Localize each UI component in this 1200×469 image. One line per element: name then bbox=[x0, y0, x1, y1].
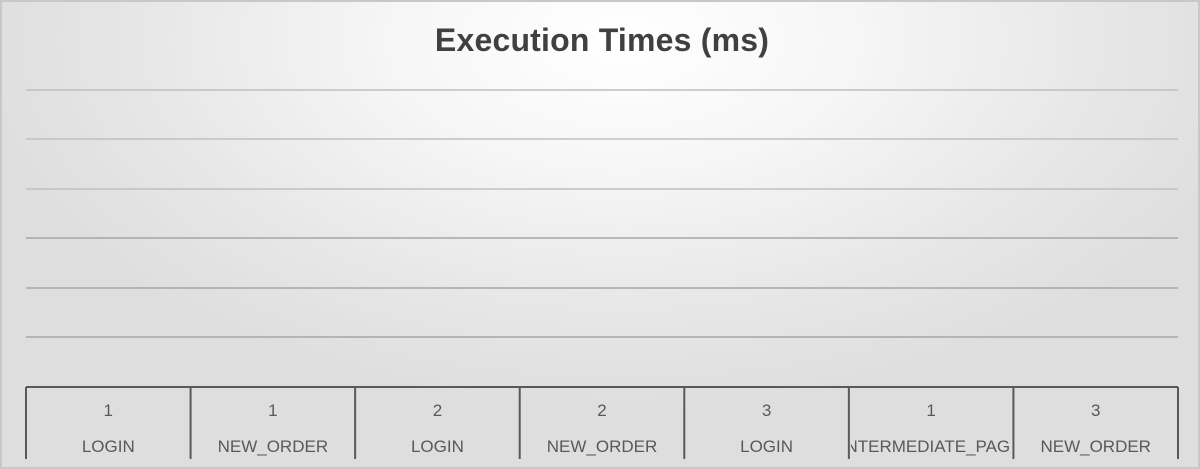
category-label-level1: 2 bbox=[433, 401, 442, 420]
gridlines bbox=[26, 89, 1178, 338]
category-axis bbox=[25, 386, 1179, 459]
category-label-level1: 3 bbox=[762, 401, 771, 420]
category-label-level1: 1 bbox=[268, 401, 277, 420]
category-label-level2: LOGIN bbox=[740, 437, 793, 456]
category-label-level1: 1 bbox=[926, 401, 935, 420]
category-label-level1: 1 bbox=[104, 401, 113, 420]
category-label-level1: 3 bbox=[1091, 401, 1100, 420]
category-label-level2: NEW_ORDER bbox=[218, 437, 329, 456]
chart-title: Execution Times (ms) bbox=[434, 22, 770, 58]
category-label-level2: INTERMEDIATE_PAGE bbox=[841, 437, 1022, 456]
category-labels: 1 LOGIN 1 NEW_ORDER 2 LOGIN 2 NEW_ORDER 3 LOGIN 1 I… bbox=[82, 401, 1151, 456]
category-label-level2: LOGIN bbox=[82, 437, 135, 456]
category-label-level2: NEW_ORDER bbox=[547, 437, 658, 456]
category-label-level2: LOGIN bbox=[411, 437, 464, 456]
category-label-level2: NEW_ORDER bbox=[1040, 437, 1151, 456]
category-label-level1: 2 bbox=[597, 401, 606, 420]
